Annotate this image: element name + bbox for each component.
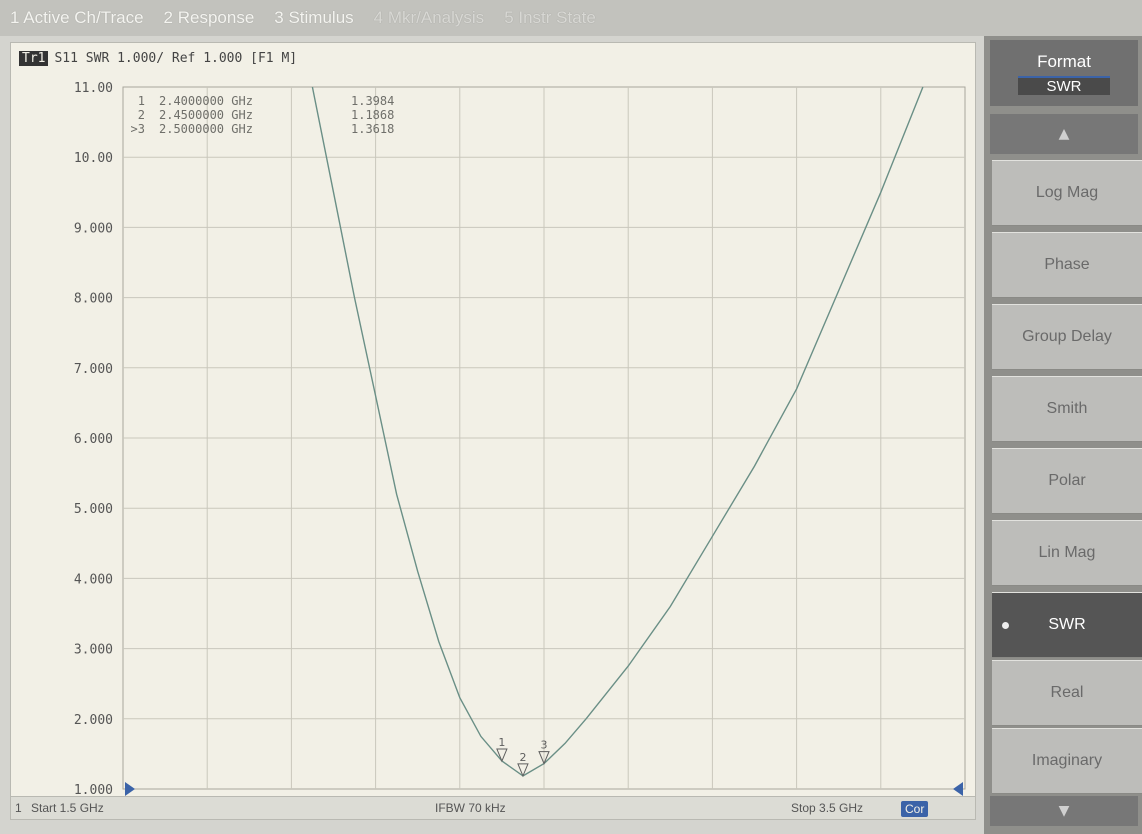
marker-3-icon[interactable] xyxy=(538,751,550,765)
channel-tag[interactable]: Tr1 xyxy=(19,51,49,66)
swr-chart: 1.000 2.000 3.000 4.000 5.000 6.000 7.000 8.000… xyxy=(74,81,966,797)
y-tick-label: 6.000 xyxy=(74,432,113,447)
softkey-log-mag[interactable]: Log Mag xyxy=(992,160,1142,226)
menu-mkr-analysis[interactable]: 4 Mkr/Analysis xyxy=(373,8,485,27)
y-tick-label: 5.000 xyxy=(74,502,113,517)
softkey-swr[interactable]: SWR xyxy=(992,592,1142,658)
y-tick-label: 4.000 xyxy=(74,572,113,587)
format-title: Format xyxy=(1037,52,1091,71)
reference-right-icon xyxy=(953,782,963,796)
y-tick-label: 10.00 xyxy=(74,151,113,166)
status-bar: 1 Start 1.5 GHz IFBW 70 kHz Stop 3.5 GHz… xyxy=(11,796,975,819)
y-tick-label: 1.000 xyxy=(74,783,113,797)
menu-stimulus[interactable]: 3 Stimulus xyxy=(274,8,354,27)
y-tick-label: 7.000 xyxy=(74,362,113,377)
y-tick-label: 8.000 xyxy=(74,292,113,307)
marker-readout-id: 2 xyxy=(138,108,145,122)
marker-1-icon[interactable] xyxy=(496,748,508,763)
menu-response[interactable]: 2 Response xyxy=(163,8,255,27)
softkey-imaginary[interactable]: Imaginary xyxy=(992,728,1142,794)
plot-area[interactable]: 1.000 2.000 3.000 4.000 5.000 6.000 7.000 8.000… xyxy=(10,42,976,820)
format-current-value: SWR xyxy=(1018,76,1110,95)
softkey-polar[interactable]: Polar xyxy=(992,448,1142,514)
marker-readout-id: 1 xyxy=(138,94,145,108)
start-frequency[interactable]: Start 1.5 GHz xyxy=(31,801,104,815)
y-tick-label: 9.000 xyxy=(74,221,113,236)
marker-2-icon[interactable] xyxy=(517,763,529,778)
ifbw-value[interactable]: IFBW 70 kHz xyxy=(435,801,506,815)
scroll-down-icon[interactable]: ▼ xyxy=(990,796,1138,826)
marker-1-label: 1 xyxy=(498,736,505,749)
y-tick-label: 11.00 xyxy=(74,81,113,96)
marker-readout-id: >3 xyxy=(131,122,145,136)
marker-readout-frequency: 2.4000000 GHz xyxy=(159,94,253,108)
marker-2-label: 2 xyxy=(519,751,526,764)
marker-readout-value: 1.3618 xyxy=(351,122,394,136)
softkey-group-delay[interactable]: Group Delay xyxy=(992,304,1142,370)
marker-readout-frequency: 2.5000000 GHz xyxy=(159,122,253,136)
trace-header: Tr1 S11 SWR 1.000/ Ref 1.000 [F1 M] xyxy=(19,51,297,66)
menu-instr-state[interactable]: 5 Instr State xyxy=(504,8,596,27)
y-tick-label: 2.000 xyxy=(74,713,113,728)
menu-bar: 1 Active Ch/Trace 2 Response 3 Stimulus … xyxy=(0,0,1142,36)
softkey-lin-mag[interactable]: Lin Mag xyxy=(992,520,1142,586)
y-tick-label: 3.000 xyxy=(74,643,113,658)
selected-dot-icon xyxy=(1002,622,1009,629)
marker-readout-value: 1.1868 xyxy=(351,108,394,122)
softkey-smith[interactable]: Smith xyxy=(992,376,1142,442)
menu-active-ch-trace[interactable]: 1 Active Ch/Trace xyxy=(10,8,144,27)
channel-number: 1 xyxy=(15,801,22,815)
format-menu-title: Format SWR xyxy=(990,40,1138,106)
reference-left-icon xyxy=(125,782,135,796)
softkey-real[interactable]: Real xyxy=(992,660,1142,726)
correction-badge: Cor xyxy=(901,801,929,817)
marker-3-label: 3 xyxy=(541,739,548,752)
swr-trace xyxy=(311,86,924,777)
softkey-phase[interactable]: Phase xyxy=(992,232,1142,298)
marker-readout-value: 1.3984 xyxy=(351,94,394,108)
stop-frequency[interactable]: Stop 3.5 GHz xyxy=(791,801,864,815)
marker-readout-frequency: 2.4500000 GHz xyxy=(159,108,253,122)
softkey-swr-label: SWR xyxy=(1048,616,1086,633)
softkey-panel: Format SWR ▲ Log Mag Phase Group Delay S… xyxy=(984,36,1142,834)
scroll-up-icon[interactable]: ▲ xyxy=(990,114,1138,154)
trace-setting-label: S11 SWR 1.000/ Ref 1.000 [F1 M] xyxy=(54,51,298,66)
